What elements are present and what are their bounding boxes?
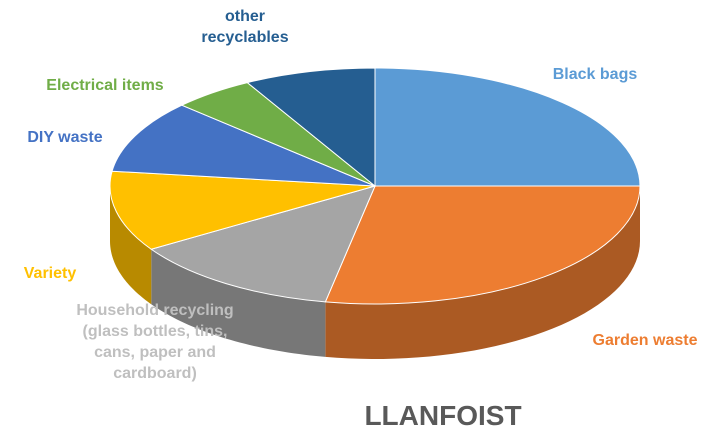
slice	[150, 185, 376, 303]
slice	[324, 185, 641, 305]
slice-side	[151, 249, 326, 357]
slice-label: Garden waste	[592, 332, 698, 349]
slice	[374, 67, 641, 187]
slice	[111, 104, 376, 187]
chart-title: LLANFOIST	[364, 400, 522, 431]
slice-label: Electrical items	[46, 77, 164, 94]
slice-side	[110, 186, 152, 305]
slice-label: other recyclables	[201, 8, 289, 46]
slice-label: Variety	[23, 265, 77, 282]
slice-label: Household recycling (glass bottles, tins…	[76, 302, 234, 382]
slice-label: Black bags	[552, 66, 638, 83]
slice	[246, 67, 376, 188]
slice	[109, 170, 376, 250]
slice-side	[325, 186, 640, 359]
slice-label: DIY waste	[27, 129, 103, 146]
